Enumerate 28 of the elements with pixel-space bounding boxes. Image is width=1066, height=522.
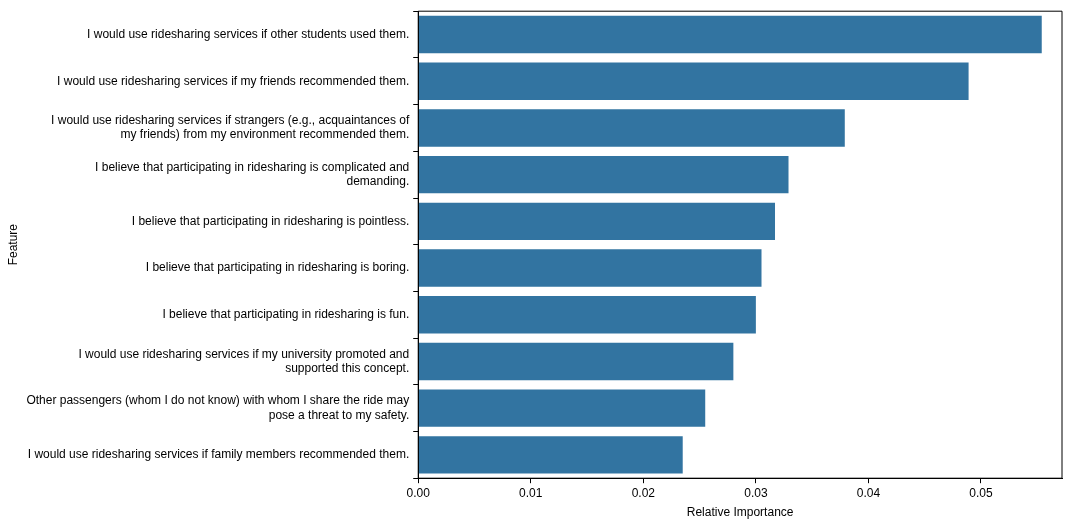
bar [418,389,706,427]
bar [418,296,756,334]
bar [418,155,789,194]
y-axis-title: Feature [5,223,20,266]
bar [418,109,845,147]
bar [418,249,762,287]
bar [418,62,969,100]
y-tick-label: I would use ridesharing services if other students used them. [87,26,410,41]
bar [418,15,1042,54]
y-tick-label: Other passengers (whom I do not know) with whom I share the ride may pose a threat to my safety. [26,393,410,422]
x-tick-label: 0.04 [856,485,881,500]
x-axis-title: Relative Importance [686,505,794,520]
x-tick-label: 0.01 [519,485,543,500]
y-tick-label: I believe that participating in ridesharing is complicated and demanding. [95,159,410,189]
x-tick-label: 0.00 [406,485,431,500]
y-tick-label: I believe that participating in ridesharing is fun. [162,307,410,322]
y-tick-label: I believe that participating in ridesharing is pointless. [131,213,410,228]
y-tick-label: I believe that participating in ridesharing is boring. [145,260,410,275]
bar [418,436,683,474]
x-tick-label: 0.03 [744,485,768,500]
bar [418,342,734,381]
x-tick-label: 0.05 [969,485,993,500]
y-tick-label: I would use ridesharing services if strangers (e.g., acquaintances of my friends) from my environment recommended them. [51,113,410,142]
y-tick-label: I would use ridesharing services if my friends recommended them. [57,73,410,88]
bar [418,202,776,241]
x-tick-label: 0.02 [631,485,656,500]
y-tick-label: I would use ridesharing services if family members recommended them. [27,447,410,462]
y-tick-label: I would use ridesharing services if my university promoted and supported this concept. [78,346,410,375]
